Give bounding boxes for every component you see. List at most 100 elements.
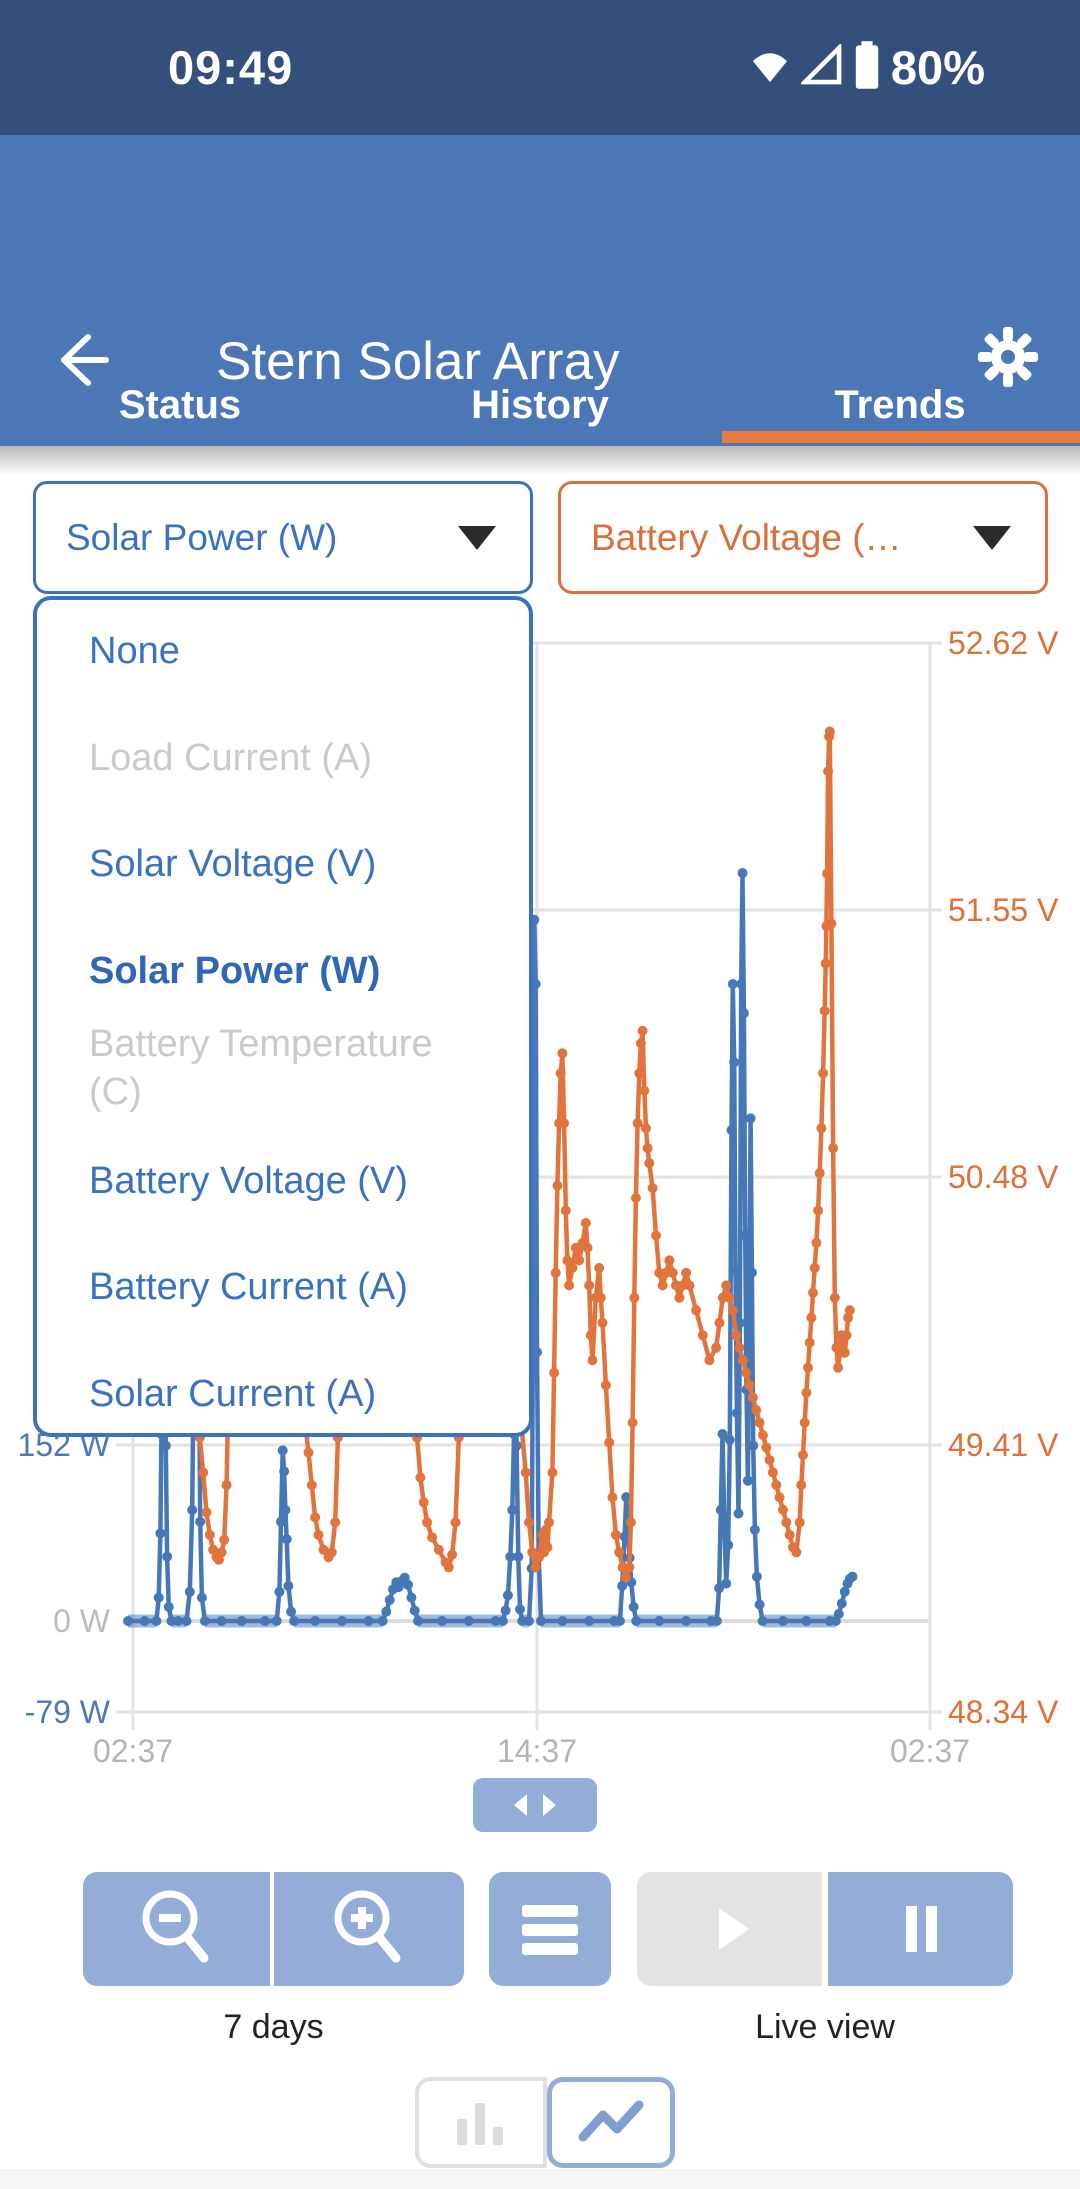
solar-power-point [181,1616,192,1626]
bar-chart-icon [457,2102,503,2145]
solar-power-point [403,1579,413,1590]
battery-voltage-point [544,1517,554,1528]
play-button[interactable] [637,1872,822,1986]
battery-voltage-point [530,1562,541,1573]
solar-power-point [155,1528,166,1539]
battery-voltage-point [824,726,835,737]
left-series-value: Solar Power (W) [66,516,338,558]
tab-bar: Status History Trends [0,383,1080,428]
solar-power-point [536,1616,546,1626]
line-chart-toggle-button[interactable] [547,2077,675,2168]
menu-item-battery-voltage-v[interactable]: Battery Voltage (V) [89,1160,408,1202]
zoom-out-button[interactable] [83,1872,270,1986]
menu-item-solar-current-a[interactable]: Solar Current (A) [89,1373,377,1415]
battery-voltage-point [627,1417,638,1428]
right-series-value: Battery Voltage (… [591,516,902,558]
live-view-label: Live view [755,2008,895,2046]
battery-voltage-point [204,1529,215,1540]
battery-voltage-point [313,1529,324,1540]
solar-power-point [490,1616,501,1626]
solar-power-point [502,1590,513,1601]
right-series-selector[interactable]: Battery Voltage (… [558,481,1048,594]
battery-voltage-point [751,1405,762,1416]
battery-voltage-point [721,1280,732,1291]
zoom-in-button[interactable] [274,1872,464,1986]
battery-voltage-point [635,1038,646,1049]
battery-voltage-point [644,1158,655,1169]
battery-voltage-point [547,1467,558,1478]
solar-power-point [515,1604,525,1615]
battery-voltage-point [540,1524,551,1535]
back-arrow-icon[interactable] [44,325,114,395]
battery-voltage-point [630,1193,641,1203]
battery-voltage-point [806,1312,817,1323]
hamburger-menu-icon [522,1905,578,1955]
solar-power-point [738,1008,749,1019]
tab-status[interactable]: Status [118,383,242,427]
battery-voltage-point [610,1529,621,1540]
solar-power-point [162,1551,173,1562]
chevron-down-icon [973,525,1011,550]
solar-power-point [654,1616,665,1626]
solar-power-point [742,1475,753,1486]
tab-history[interactable]: History [471,383,609,427]
battery-voltage-point [801,1387,812,1398]
battery-voltage-point [754,1417,765,1428]
solar-power-point [276,1516,286,1527]
solar-power-point [381,1606,392,1617]
battery-voltage-point [642,1143,653,1154]
battery-voltage-point [597,1317,608,1328]
left-series-selector[interactable]: Solar Power (W) [33,481,533,594]
status-bar: 09:49 80% [0,0,1080,135]
solar-power-point [277,1445,288,1456]
settings-gear-icon[interactable] [974,323,1042,391]
solar-power-point [409,1605,420,1616]
battery-voltage-point [823,766,834,777]
solar-power-point [497,1616,508,1626]
solar-power-point [406,1592,417,1603]
battery-voltage-point [664,1255,675,1266]
battery-voltage-point [574,1255,585,1266]
solar-power-point [123,1616,133,1626]
chart-options-button[interactable] [489,1872,611,1986]
pause-button[interactable] [828,1872,1013,1986]
menu-item-solar-power-w[interactable]: Solar Power (W) [89,950,381,992]
solar-power-point [751,1571,762,1582]
battery-voltage-point [559,1118,570,1129]
battery-voltage-point [704,1355,715,1366]
battery-voltage-point [595,1292,606,1303]
menu-item-none[interactable]: None [89,630,180,672]
solar-power-point [717,1429,728,1439]
solar-power-point [744,1309,755,1320]
battery-voltage-point [607,1492,618,1503]
solar-power-point [621,1492,632,1503]
solar-power-point [730,1265,741,1276]
battery-voltage-line [125,729,852,1580]
battery-voltage-point [813,1205,824,1216]
battery-voltage-point [681,1267,692,1278]
solar-power-point [801,1616,812,1626]
battery-voltage-point [757,1430,768,1441]
timeline-scrub-handle[interactable] [473,1778,597,1832]
solar-power-point [139,1616,150,1626]
battery-voltage-point [764,1455,775,1465]
battery-voltage-point [814,1168,825,1179]
tab-trends[interactable]: Trends [834,383,966,427]
battery-voltage-point [724,1292,735,1303]
right-axis-label: 48.34 V [948,1694,1059,1730]
solar-power-point [513,1551,524,1562]
solar-power-point [737,868,748,878]
battery-percent: 80% [890,41,985,94]
x-axis-label: 02:37 [890,1733,970,1769]
solar-power-point [283,1580,294,1591]
battery-voltage-point [585,1330,596,1341]
battery-voltage-point [767,1467,778,1478]
battery-voltage-point [794,1517,805,1528]
solar-power-point [274,1586,285,1597]
menu-item-solar-voltage-v[interactable]: Solar Voltage (V) [89,843,377,885]
bar-chart-toggle-button[interactable] [415,2077,547,2168]
solar-power-point [724,1434,735,1445]
menu-item-battery-current-a[interactable]: Battery Current (A) [89,1266,408,1308]
solar-power-point [839,1586,850,1597]
